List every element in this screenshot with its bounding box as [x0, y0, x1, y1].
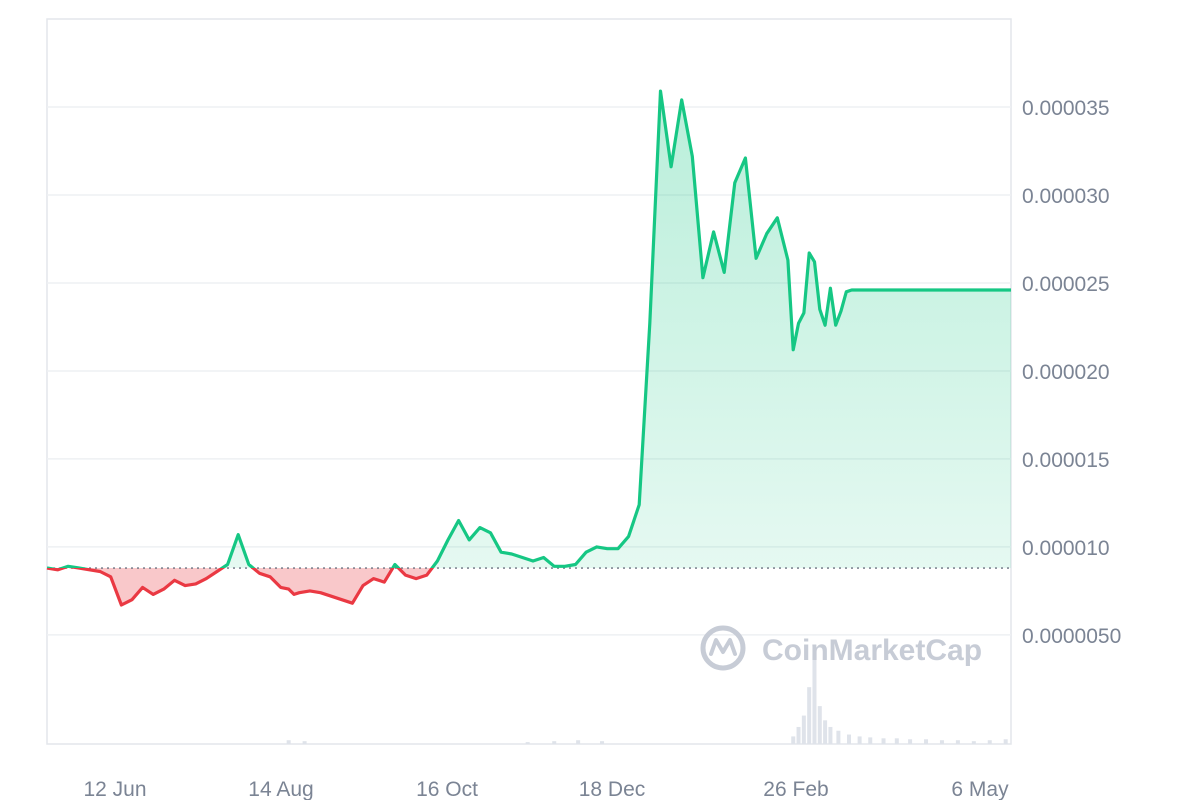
volume-bar	[955, 740, 960, 744]
volume-bar	[812, 654, 817, 744]
volume-bar	[908, 739, 913, 744]
volume-bar	[817, 706, 822, 744]
coinmarketcap-logo-icon	[700, 625, 746, 671]
volume-bar	[857, 736, 862, 744]
volume-bar	[286, 740, 291, 744]
volume-bar	[1003, 739, 1008, 744]
y-tick-label: 0.000020	[1022, 361, 1110, 384]
volume-bar	[939, 740, 944, 744]
x-tick-label: 12 Jun	[83, 778, 146, 800]
volume-bar	[801, 715, 806, 744]
price-area-down	[47, 568, 433, 605]
volume-bar	[823, 720, 828, 744]
volume-bar	[791, 736, 796, 744]
x-tick-label: 26 Feb	[763, 778, 828, 800]
y-tick-label: 0.000015	[1022, 449, 1110, 472]
volume-bar	[987, 740, 992, 744]
price-line[interactable]	[46, 89, 1011, 607]
volume-bar	[881, 738, 886, 744]
x-tick-label: 14 Aug	[248, 778, 313, 800]
volume-bar	[847, 734, 852, 744]
coinmarketcap-watermark: CoinMarketCap	[700, 625, 982, 671]
volume-bar	[924, 739, 929, 744]
y-tick-label: 0.0000050	[1022, 625, 1121, 648]
y-axis: 0.0000050 0.000010 0.000015 0.000020 0.00002…	[1022, 97, 1121, 648]
y-tick-label: 0.000010	[1022, 537, 1110, 560]
volume-bar	[868, 737, 873, 744]
volume-bar	[971, 741, 976, 744]
volume-bar	[894, 738, 899, 744]
price-line-up[interactable]	[46, 89, 1011, 605]
y-tick-label: 0.000025	[1022, 273, 1110, 296]
price-area-up	[47, 91, 1011, 569]
x-tick-label: 18 Dec	[579, 778, 646, 800]
volume-bar	[302, 741, 307, 744]
volume-bar	[576, 740, 581, 744]
volume-bar	[552, 741, 557, 744]
x-tick-label: 16 Oct	[416, 778, 478, 800]
x-tick-label: 6 May	[951, 778, 1009, 800]
volume-bars	[286, 654, 1008, 744]
y-tick-label: 0.000030	[1022, 185, 1110, 208]
volume-bar	[836, 730, 841, 744]
price-area	[47, 91, 1011, 605]
watermark-text: CoinMarketCap	[762, 634, 982, 667]
volume-bar	[828, 726, 833, 744]
x-axis: 12 Jun 14 Aug 16 Oct 18 Dec 26 Feb 6 May	[83, 778, 1009, 800]
volume-bar	[600, 741, 605, 744]
volume-bar	[525, 742, 530, 744]
volume-bar	[807, 687, 812, 744]
y-tick-label: 0.000035	[1022, 97, 1110, 120]
volume-bar	[796, 726, 801, 744]
